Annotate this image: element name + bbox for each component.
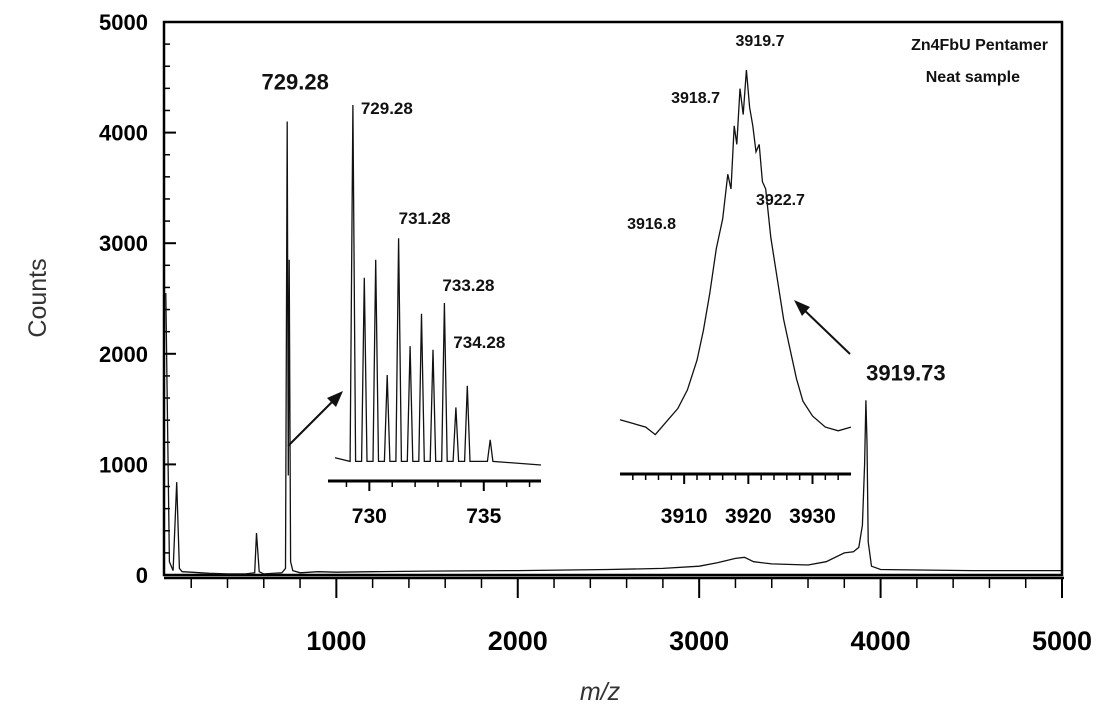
x-tick-label-3: 4000	[851, 626, 911, 656]
pointer-arrows	[287, 300, 851, 447]
x-axis-ticks: 1000 2000 3000 4000 5000	[190, 578, 1092, 656]
main-peak-label-1: 3919.73	[866, 360, 946, 385]
inset-high-peak-label-1: 3918.7	[671, 90, 720, 107]
inset-low-tick-label-1: 735	[466, 505, 501, 528]
main-plot: 0 1000 2000 3000 4000 5000 1000 2000 3000 4000 50…	[99, 10, 1092, 656]
y-axis-title: Counts	[24, 258, 52, 337]
arrow-head-low	[327, 391, 343, 407]
plot-frame	[162, 20, 1064, 577]
y-tick-label-1: 1000	[99, 452, 148, 477]
arrow-to-inset-high	[799, 305, 851, 355]
inset-low-peak-labels: 729.28 731.28 733.28 734.28	[361, 99, 505, 352]
inset-high-trace	[619, 69, 852, 436]
inset-low-mass: 730 735 729.28 731.28 733.28 734.28	[328, 99, 542, 528]
inset-high-mass: 3910 3920 3930 3919.7 3918.7 3916.8 3922.7	[619, 33, 852, 528]
arrow-to-inset-low	[287, 395, 339, 447]
inset-high-tick-label-1: 3920	[725, 505, 772, 528]
main-peak-labels: 729.28 3919.73	[262, 70, 946, 386]
legend-line-2: Neat sample	[926, 69, 1020, 86]
inset-high-peak-label-2: 3916.8	[627, 216, 676, 233]
y-tick-label-2: 2000	[99, 342, 148, 367]
main-peak-label-0: 729.28	[262, 70, 329, 95]
inset-low-tick-label-0: 730	[352, 505, 387, 528]
inset-low-ticks: 730 735	[345, 481, 531, 528]
y-axis-ticks: 0 1000 2000 3000 4000 5000	[99, 10, 176, 588]
x-tick-label-4: 5000	[1032, 626, 1092, 656]
inset-low-trace	[334, 104, 542, 466]
y-tick-label-5: 5000	[99, 10, 148, 35]
inset-high-peak-label-3: 3922.7	[756, 192, 805, 209]
legend: Zn4FbU Pentamer Neat sample	[911, 37, 1048, 86]
y-tick-label-0: 0	[136, 563, 148, 588]
inset-low-peak-label-0: 729.28	[361, 99, 413, 118]
y-tick-label-3: 3000	[99, 231, 148, 256]
arrow-head-high	[794, 300, 810, 316]
inset-high-peak-labels: 3919.7 3918.7 3916.8 3922.7	[627, 33, 805, 233]
x-tick-label-1: 2000	[488, 626, 548, 656]
inset-high-ticks: 3910 3920 3930	[632, 474, 839, 528]
inset-low-peak-label-2: 733.28	[442, 276, 494, 295]
x-tick-label-0: 1000	[306, 626, 366, 656]
x-axis-title: m/z	[580, 678, 621, 706]
x-tick-label-2: 3000	[669, 626, 729, 656]
inset-low-peak-label-1: 731.28	[399, 209, 451, 228]
legend-line-1: Zn4FbU Pentamer	[911, 37, 1048, 54]
inset-low-peak-label-3: 734.28	[453, 333, 505, 352]
inset-high-tick-label-2: 3930	[789, 505, 836, 528]
inset-high-tick-label-0: 3910	[661, 505, 708, 528]
y-tick-label-4: 4000	[99, 121, 148, 146]
spectrum-trace	[165, 121, 1062, 575]
inset-high-peak-label-0: 3919.7	[736, 33, 785, 50]
